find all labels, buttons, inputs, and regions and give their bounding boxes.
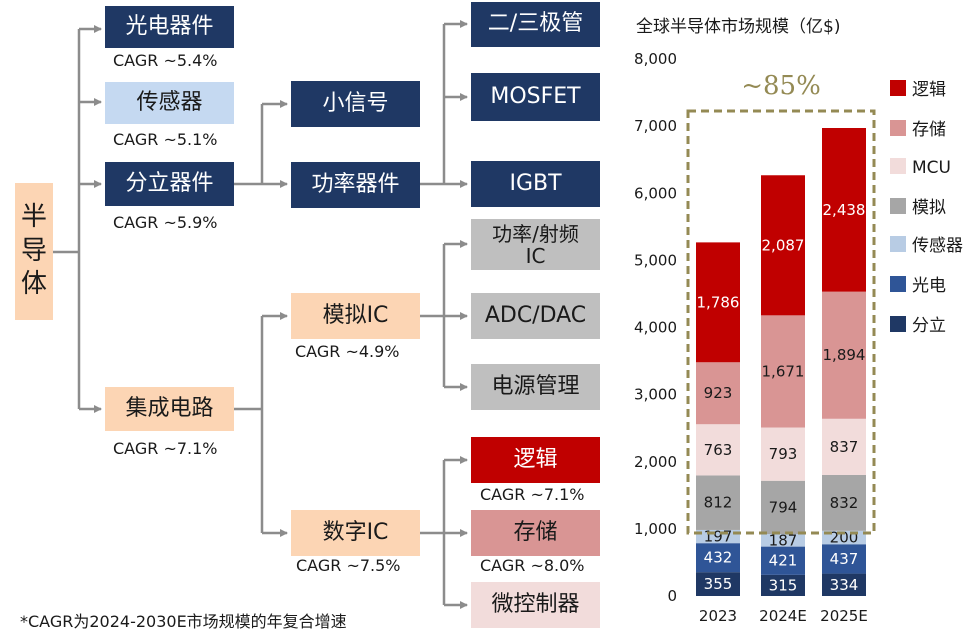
cagr-optoelectronics: CAGR ~5.4% bbox=[113, 51, 218, 70]
legend-swatch bbox=[890, 316, 906, 332]
root-semiconductor: 半 导 体 bbox=[15, 183, 53, 320]
data-label: 187 bbox=[769, 531, 798, 549]
y-tick-label: 5,000 bbox=[634, 251, 677, 269]
cagr-digital-ic: CAGR ~7.5% bbox=[296, 556, 401, 575]
y-tick-label: 2,000 bbox=[634, 453, 677, 471]
y-tick-label: 1,000 bbox=[634, 520, 677, 538]
node-analog-ic: 模拟IC bbox=[291, 293, 420, 339]
data-label: 832 bbox=[830, 494, 859, 512]
bar-segment bbox=[761, 427, 805, 481]
bar-segment bbox=[822, 573, 866, 596]
node-diode-triode: 二/三极管 bbox=[471, 2, 600, 47]
footnote: *CAGR为2024-2030E市场规模的年复合增速 bbox=[20, 612, 347, 631]
node-logic: 逻辑 bbox=[471, 437, 600, 483]
legend-swatch bbox=[890, 158, 906, 174]
legend-swatch bbox=[890, 120, 906, 136]
legend-swatch bbox=[890, 276, 906, 292]
data-label: 334 bbox=[830, 576, 859, 594]
bar-segment bbox=[761, 534, 805, 547]
data-label: 315 bbox=[769, 576, 798, 594]
bar-segment bbox=[761, 480, 805, 535]
node-small-signal: 小信号 bbox=[291, 81, 420, 127]
node-igbt: IGBT bbox=[471, 161, 600, 207]
bar-segment bbox=[696, 572, 740, 596]
data-label: 763 bbox=[704, 441, 733, 459]
y-tick-label: 8,000 bbox=[634, 50, 677, 68]
y-tick-label: 6,000 bbox=[634, 184, 677, 202]
cagr-analog-ic: CAGR ~4.9% bbox=[295, 342, 400, 361]
bar-segment bbox=[696, 362, 740, 425]
x-tick-label: 2024E bbox=[759, 607, 807, 625]
data-label: 200 bbox=[830, 529, 859, 547]
bar-segment bbox=[761, 315, 805, 428]
node-digital-ic: 数字IC bbox=[291, 510, 420, 556]
node-optoelectronics: 光电器件 bbox=[105, 6, 234, 48]
data-label: 1,894 bbox=[823, 346, 866, 364]
y-tick-label: 0 bbox=[667, 587, 677, 605]
legend-label: 模拟 bbox=[912, 198, 946, 218]
legend-label: 存储 bbox=[912, 120, 946, 140]
data-label: 837 bbox=[830, 438, 859, 456]
x-tick-label: 2025E bbox=[820, 607, 868, 625]
y-tick-label: 7,000 bbox=[634, 117, 677, 135]
data-label: 1,671 bbox=[762, 362, 805, 380]
node-ic: 集成电路 bbox=[105, 387, 234, 431]
cagr-memory: CAGR ~8.0% bbox=[480, 556, 585, 575]
chart-title: 全球半导体市场规模（亿$) bbox=[636, 17, 841, 37]
bar-segment bbox=[696, 424, 740, 476]
bar-segment bbox=[822, 291, 866, 419]
data-label: 432 bbox=[704, 549, 733, 567]
y-tick-label: 4,000 bbox=[634, 319, 677, 337]
node-adc-dac: ADC/DAC bbox=[471, 293, 600, 339]
y-tick-label: 3,000 bbox=[634, 386, 677, 404]
node-mosfet: MOSFET bbox=[471, 73, 600, 121]
highlight-box bbox=[686, 109, 876, 535]
node-sensors: 传感器 bbox=[105, 82, 234, 124]
legend-swatch bbox=[890, 80, 906, 96]
legend-label: 光电 bbox=[912, 276, 946, 296]
legend-swatch bbox=[890, 236, 906, 252]
data-label: 793 bbox=[769, 445, 798, 463]
cagr-ic: CAGR ~7.1% bbox=[113, 439, 218, 458]
data-label: 437 bbox=[830, 550, 859, 568]
legend-label: 分立 bbox=[912, 316, 946, 336]
bar-segment bbox=[822, 418, 866, 475]
annotation-share: ~85% bbox=[741, 71, 821, 101]
node-power-devices: 功率器件 bbox=[291, 162, 420, 208]
cagr-logic: CAGR ~7.1% bbox=[480, 485, 585, 504]
data-label: 421 bbox=[769, 552, 798, 570]
data-label: 2,438 bbox=[823, 201, 866, 219]
node-power-management: 电源管理 bbox=[471, 364, 600, 410]
x-tick-label: 2023 bbox=[699, 607, 737, 625]
cagr-sensors: CAGR ~5.1% bbox=[113, 130, 218, 149]
data-label: 355 bbox=[704, 575, 733, 593]
data-label: 1,786 bbox=[697, 293, 740, 311]
bar-segment bbox=[696, 242, 740, 363]
bar-segment bbox=[822, 474, 866, 531]
node-mcu: 微控制器 bbox=[471, 582, 600, 628]
data-label: 197 bbox=[704, 528, 733, 546]
legend-swatch bbox=[890, 198, 906, 214]
legend-label: 传感器 bbox=[912, 236, 963, 256]
bar-segment bbox=[822, 544, 866, 574]
node-memory: 存储 bbox=[471, 510, 600, 556]
data-label: 923 bbox=[704, 384, 733, 402]
bar-segment bbox=[822, 128, 866, 292]
data-label: 2,087 bbox=[762, 236, 805, 254]
cagr-discrete: CAGR ~5.9% bbox=[113, 213, 218, 232]
bar-segment bbox=[696, 475, 740, 530]
bar-segment bbox=[696, 543, 740, 573]
node-discrete: 分立器件 bbox=[105, 162, 234, 206]
legend-label: MCU bbox=[912, 158, 951, 178]
legend-label: 逻辑 bbox=[912, 80, 946, 100]
data-label: 812 bbox=[704, 494, 733, 512]
bar-segment bbox=[761, 574, 805, 596]
bar-segment bbox=[761, 175, 805, 316]
node-power-rf-ic: 功率/射频 IC bbox=[471, 219, 600, 270]
data-label: 794 bbox=[769, 498, 798, 516]
bar-segment bbox=[761, 546, 805, 575]
